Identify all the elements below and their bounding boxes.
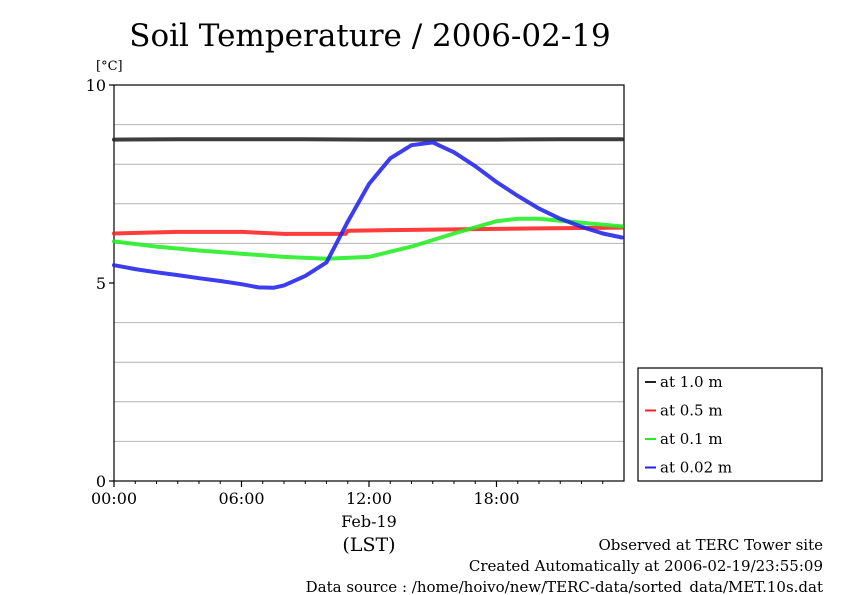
x-axis-date-label: Feb-19 [341, 512, 397, 531]
legend-label-4: at 0.02 m [660, 459, 732, 477]
legend: at 1.0 m at 0.5 m at 0.1 m at 0.02 m [637, 367, 823, 482]
x-axis-label: (LST) [342, 534, 395, 556]
x-tick-label-06:00: 06:00 [218, 489, 264, 508]
footer-observed: Observed at TERC Tower site [598, 536, 823, 554]
footer-data-source: Data source : /home/hoivo/new/TERC-data/… [306, 578, 823, 595]
y-tick-label-10: 10 [86, 76, 106, 95]
grid-lines [114, 124, 624, 442]
plot-frame [113, 84, 625, 482]
x-tick-label-12:00: 12:00 [346, 489, 392, 508]
series-line-2 [112, 225, 624, 236]
y-tick-label-5: 5 [96, 274, 106, 293]
y-axis-unit-label: [°C] [96, 59, 123, 74]
chart-title: Soil Temperature / 2006-02-19 [129, 18, 611, 54]
footer-created: Created Automatically at 2006-02-19/23:5… [469, 557, 823, 575]
x-tick-label-00:00: 00:00 [91, 489, 137, 508]
legend-box [637, 367, 823, 482]
y-tick-label-0: 0 [96, 472, 106, 491]
legend-label-1: at 1.0 m [660, 373, 723, 391]
series-line-3 [112, 216, 624, 261]
axis-ticks: 0 5 10 00:00 06:00 12:00 18:00 [86, 76, 604, 508]
legend-label-3: at 0.1 m [660, 430, 723, 448]
legend-label-2: at 0.5 m [660, 402, 723, 420]
series-lines [112, 137, 624, 290]
x-tick-label-18:00: 18:00 [473, 489, 519, 508]
series-line-4 [112, 140, 624, 290]
